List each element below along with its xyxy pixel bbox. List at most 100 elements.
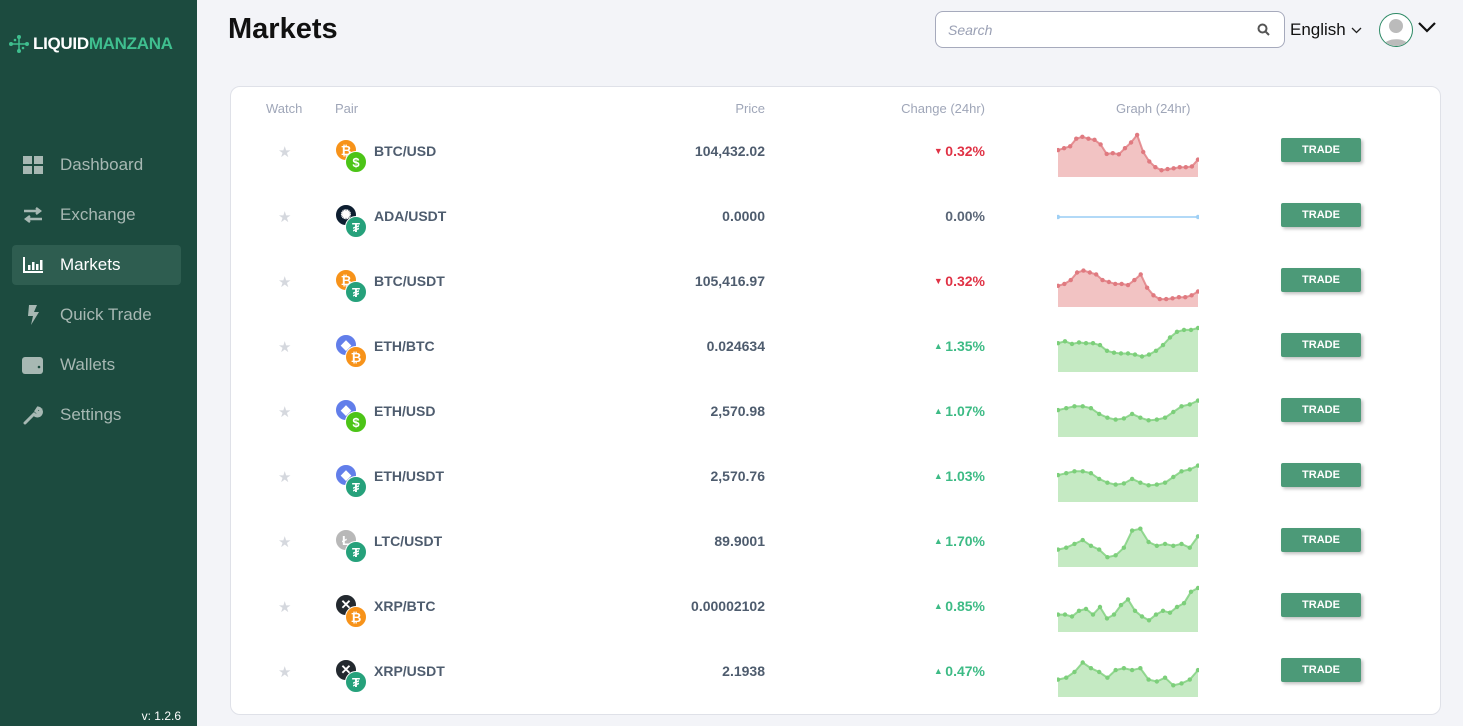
sparkline-point bbox=[1057, 214, 1061, 220]
sparkline-point bbox=[1097, 604, 1103, 610]
sidebar-item-dashboard[interactable]: Dashboard bbox=[12, 145, 181, 185]
sparkline-point bbox=[1134, 132, 1140, 138]
sparkline-point bbox=[1171, 409, 1176, 415]
sparkline-area bbox=[1058, 134, 1198, 177]
watch-star-icon[interactable]: ★ bbox=[278, 209, 292, 226]
trade-button[interactable]: TRADE bbox=[1281, 658, 1361, 682]
search-input[interactable] bbox=[936, 12, 1236, 47]
trade-button[interactable]: TRADE bbox=[1281, 138, 1361, 162]
watch-star-icon[interactable]: ★ bbox=[278, 469, 292, 486]
sparkline-point bbox=[1118, 351, 1124, 356]
sparkline-area bbox=[1058, 588, 1198, 632]
sparkline-point bbox=[1121, 545, 1127, 550]
sparkline-point bbox=[1093, 272, 1099, 277]
trade-button[interactable]: TRADE bbox=[1281, 528, 1361, 552]
sparkline-point bbox=[1179, 404, 1184, 409]
change-arrow-icon: ▲ bbox=[933, 536, 946, 546]
sparkline-point bbox=[1116, 152, 1122, 157]
sparkline-point bbox=[1104, 616, 1110, 621]
trade-button[interactable]: TRADE bbox=[1281, 463, 1361, 487]
pair-icons: ◆ $ bbox=[335, 399, 369, 433]
pair-icons: ◆ ₮ bbox=[335, 464, 369, 498]
pair-name[interactable]: XRP/BTC bbox=[374, 598, 436, 614]
sidebar-item-wallets[interactable]: Wallets bbox=[12, 345, 181, 385]
dashboard-icon bbox=[22, 155, 44, 175]
user-avatar[interactable] bbox=[1379, 13, 1413, 47]
change-24h: ▲ 1.07% bbox=[934, 403, 985, 419]
table-row: ★ ✺ ₮ ADA/USDT 0.0000 0.00% TRADE bbox=[231, 195, 1440, 260]
sparkline-point bbox=[1072, 404, 1077, 409]
watch-star-icon[interactable]: ★ bbox=[278, 339, 292, 356]
sparkline-point bbox=[1062, 281, 1067, 287]
pair-icons: ✕ ₿ bbox=[335, 594, 369, 628]
pair-name[interactable]: LTC/USDT bbox=[374, 533, 443, 549]
sparkline-point bbox=[1138, 666, 1143, 671]
sparkline-point bbox=[1118, 602, 1124, 608]
sparkline-chart bbox=[1057, 585, 1199, 632]
pair-name[interactable]: ETH/USD bbox=[374, 403, 436, 419]
sparkline-point bbox=[1080, 134, 1085, 139]
watch-star-icon[interactable]: ★ bbox=[278, 664, 292, 681]
sparkline-point bbox=[1162, 541, 1168, 547]
trade-button[interactable]: TRADE bbox=[1281, 593, 1361, 617]
table-row: ★ ₿ ₮ BTC/USDT 105,416.97 ▼ 0.32% TRADE bbox=[231, 260, 1440, 325]
sidebar-item-settings[interactable]: Settings bbox=[12, 395, 181, 435]
language-selector[interactable]: English bbox=[1290, 20, 1362, 40]
sidebar-item-exchange[interactable]: Exchange bbox=[12, 195, 181, 235]
table-row: ★ Ł ₮ LTC/USDT 89.9001 ▲ 1.70% TRADE bbox=[231, 520, 1440, 585]
sparkline-point bbox=[1195, 463, 1199, 468]
trade-button[interactable]: TRADE bbox=[1281, 333, 1361, 357]
watch-star-icon[interactable]: ★ bbox=[278, 404, 292, 421]
pair-name[interactable]: ETH/USDT bbox=[374, 468, 444, 484]
sparkline-point bbox=[1195, 398, 1199, 403]
pair-name[interactable]: ETH/BTC bbox=[374, 338, 435, 354]
sidebar-item-label: Exchange bbox=[60, 205, 136, 224]
watch-star-icon[interactable]: ★ bbox=[278, 144, 292, 161]
trade-button[interactable]: TRADE bbox=[1281, 203, 1361, 227]
sparkline-point bbox=[1154, 417, 1160, 422]
sparkline-point bbox=[1153, 165, 1158, 170]
sparkline-point bbox=[1064, 545, 1069, 550]
pair-name[interactable]: ADA/USDT bbox=[374, 208, 447, 224]
sparkline-point bbox=[1129, 476, 1135, 482]
watch-star-icon[interactable]: ★ bbox=[278, 599, 292, 616]
sparkline-point bbox=[1057, 677, 1061, 682]
usdt-coin-icon: ₮ bbox=[345, 671, 367, 693]
change-arrow-icon: ▼ bbox=[933, 276, 946, 286]
sparkline-point bbox=[1195, 289, 1199, 294]
brand-logo[interactable]: LIQUID MANZANA bbox=[8, 34, 173, 54]
sparkline-point bbox=[1074, 270, 1080, 275]
wallet-icon bbox=[22, 355, 44, 375]
sparkline-point bbox=[1171, 543, 1176, 548]
sidebar-item-quick-trade[interactable]: Quick Trade bbox=[12, 295, 181, 335]
pair-name[interactable]: XRP/USDT bbox=[374, 663, 445, 679]
price: 2.1938 bbox=[722, 663, 765, 679]
sparkline-point bbox=[1171, 683, 1176, 688]
sparkline-point bbox=[1072, 669, 1077, 675]
sparkline-point bbox=[1167, 335, 1173, 340]
pair-name[interactable]: BTC/USDT bbox=[374, 273, 445, 289]
sparkline-point bbox=[1181, 327, 1187, 333]
sparkline-point bbox=[1121, 416, 1127, 421]
sparkline-point bbox=[1105, 415, 1110, 420]
trade-button[interactable]: TRADE bbox=[1281, 398, 1361, 422]
table-row: ★ ✕ ₿ XRP/BTC 0.00002102 ▲ 0.85% TRADE bbox=[231, 585, 1440, 650]
sparkline-point bbox=[1154, 679, 1160, 684]
sparkline-chart bbox=[1057, 132, 1199, 177]
change-24h: ▲ 1.35% bbox=[934, 338, 985, 354]
usd-coin-icon: $ bbox=[345, 411, 367, 433]
sparkline-point bbox=[1061, 146, 1067, 151]
sparkline-chart bbox=[1057, 325, 1199, 372]
sparkline-chart bbox=[1057, 660, 1199, 697]
trade-button[interactable]: TRADE bbox=[1281, 268, 1361, 292]
sparkline-point bbox=[1153, 348, 1159, 353]
watch-star-icon[interactable]: ★ bbox=[278, 274, 292, 291]
sidebar-item-markets[interactable]: Markets bbox=[12, 245, 181, 285]
pair-name[interactable]: BTC/USD bbox=[374, 143, 437, 159]
user-menu-chevron-icon[interactable] bbox=[1417, 21, 1437, 34]
sparkline-point bbox=[1083, 341, 1089, 346]
watch-star-icon[interactable]: ★ bbox=[278, 534, 292, 551]
sparkline-area bbox=[1058, 270, 1198, 307]
sparkline-point bbox=[1189, 293, 1194, 298]
search-icon[interactable] bbox=[1257, 23, 1270, 36]
